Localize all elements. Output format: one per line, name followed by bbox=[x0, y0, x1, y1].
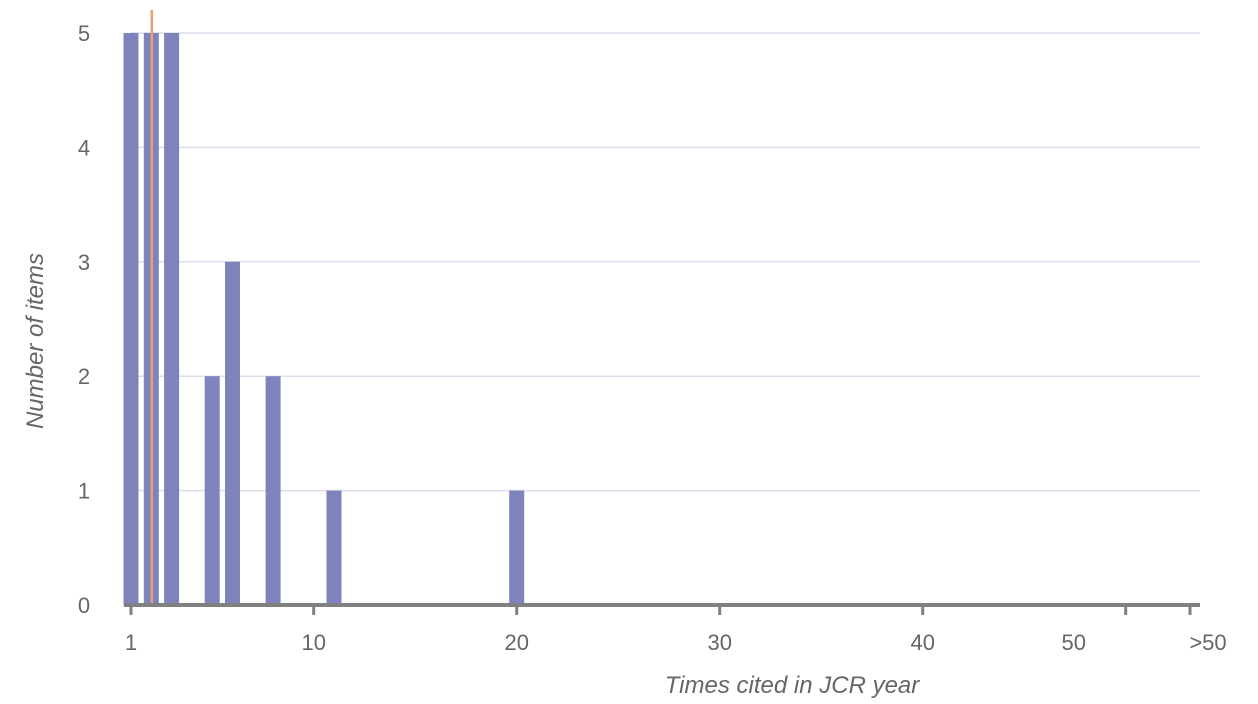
bar bbox=[265, 376, 281, 605]
bar bbox=[204, 376, 220, 605]
y-axis-title: Number of items bbox=[22, 253, 49, 429]
bar bbox=[225, 261, 240, 605]
x-tick-label: 40 bbox=[910, 630, 934, 655]
x-axis-title: Times cited in JCR year bbox=[665, 672, 921, 699]
y-tick-label: 5 bbox=[78, 21, 90, 46]
x-axis bbox=[124, 603, 1200, 615]
y-tick-label: 1 bbox=[78, 479, 90, 504]
y-tick-label: 3 bbox=[78, 250, 90, 275]
bars bbox=[123, 33, 525, 605]
y-tick-labels: 0 1 2 3 4 5 bbox=[78, 21, 90, 618]
y-tick-label: 2 bbox=[78, 364, 90, 389]
y-tick-label: 0 bbox=[78, 593, 90, 618]
x-tick-label: 50 bbox=[1061, 630, 1085, 655]
grid-lines bbox=[130, 32, 1200, 492]
bar bbox=[326, 490, 342, 605]
bar bbox=[123, 33, 139, 605]
x-tick-label: >50 bbox=[1189, 630, 1226, 655]
x-tick-label: 10 bbox=[301, 630, 325, 655]
x-tick-label: 20 bbox=[504, 630, 528, 655]
x-tick-label: 1 bbox=[125, 630, 137, 655]
y-tick-label: 4 bbox=[78, 135, 90, 160]
bar bbox=[164, 33, 180, 605]
x-tick-label: 30 bbox=[707, 630, 731, 655]
bar bbox=[509, 490, 525, 605]
x-tick-labels: 1 10 20 30 40 50 >50 bbox=[125, 630, 1227, 655]
